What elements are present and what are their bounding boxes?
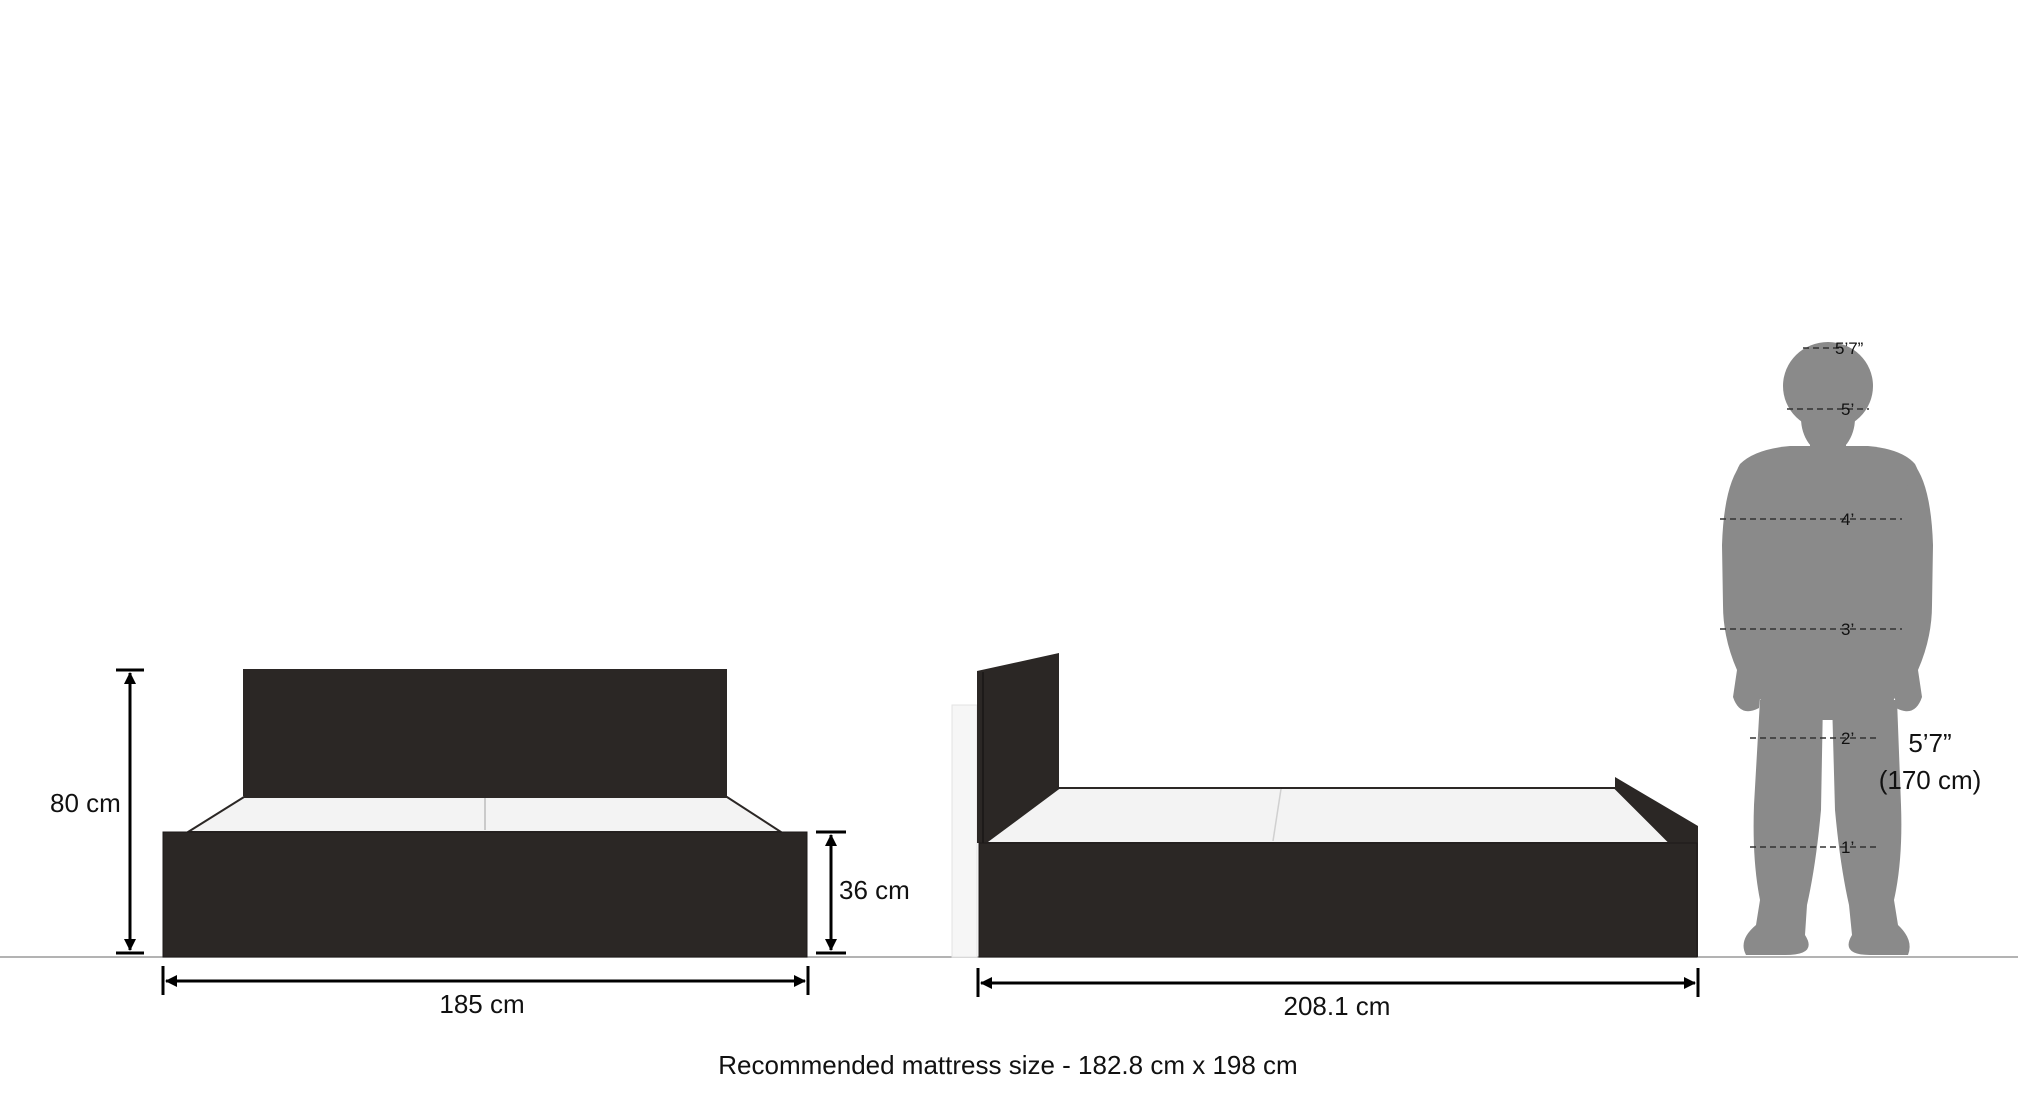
side-base-box — [978, 842, 1698, 958]
side-headboard — [977, 653, 1059, 843]
front-width-dimension: 185 cm — [161, 966, 810, 1019]
base-height-dimension: 36 cm — [816, 830, 910, 955]
front-width-label: 185 cm — [439, 989, 524, 1019]
tick-label-2ft: 2’ — [1841, 729, 1854, 748]
mattress-size-caption: Recommended mattress size - 182.8 cm x 1… — [718, 1050, 1297, 1080]
tick-label-3ft: 3’ — [1841, 620, 1854, 639]
tick-label-4ft: 4’ — [1841, 510, 1854, 529]
front-base-box — [162, 831, 808, 958]
base-height-label: 36 cm — [839, 875, 910, 905]
height-scale — [1720, 347, 1902, 848]
side-view — [951, 653, 1698, 958]
front-height-label: 80 cm — [50, 788, 121, 818]
human-silhouette — [1722, 342, 1933, 955]
tick-label-1ft: 1’ — [1841, 838, 1854, 857]
human-height-metric-label: (170 cm) — [1879, 765, 1982, 795]
side-storage-surface — [981, 787, 1673, 844]
front-height-dimension: 80 cm — [50, 668, 144, 955]
side-length-label: 208.1 cm — [1284, 991, 1391, 1021]
tick-label-5ft7: 5’7” — [1835, 339, 1864, 358]
front-view — [162, 669, 808, 958]
front-headboard — [243, 669, 727, 796]
side-footboard — [1615, 777, 1698, 957]
tick-label-5ft: 5’ — [1841, 400, 1854, 419]
wall-panel — [951, 704, 978, 958]
side-length-dimension: 208.1 cm — [976, 968, 1700, 1021]
height-scale-labels: 5’7” 5’ 4’ 3’ 2’ 1’ — [1835, 339, 1864, 857]
human-height-label: 5’7” — [1908, 728, 1951, 758]
